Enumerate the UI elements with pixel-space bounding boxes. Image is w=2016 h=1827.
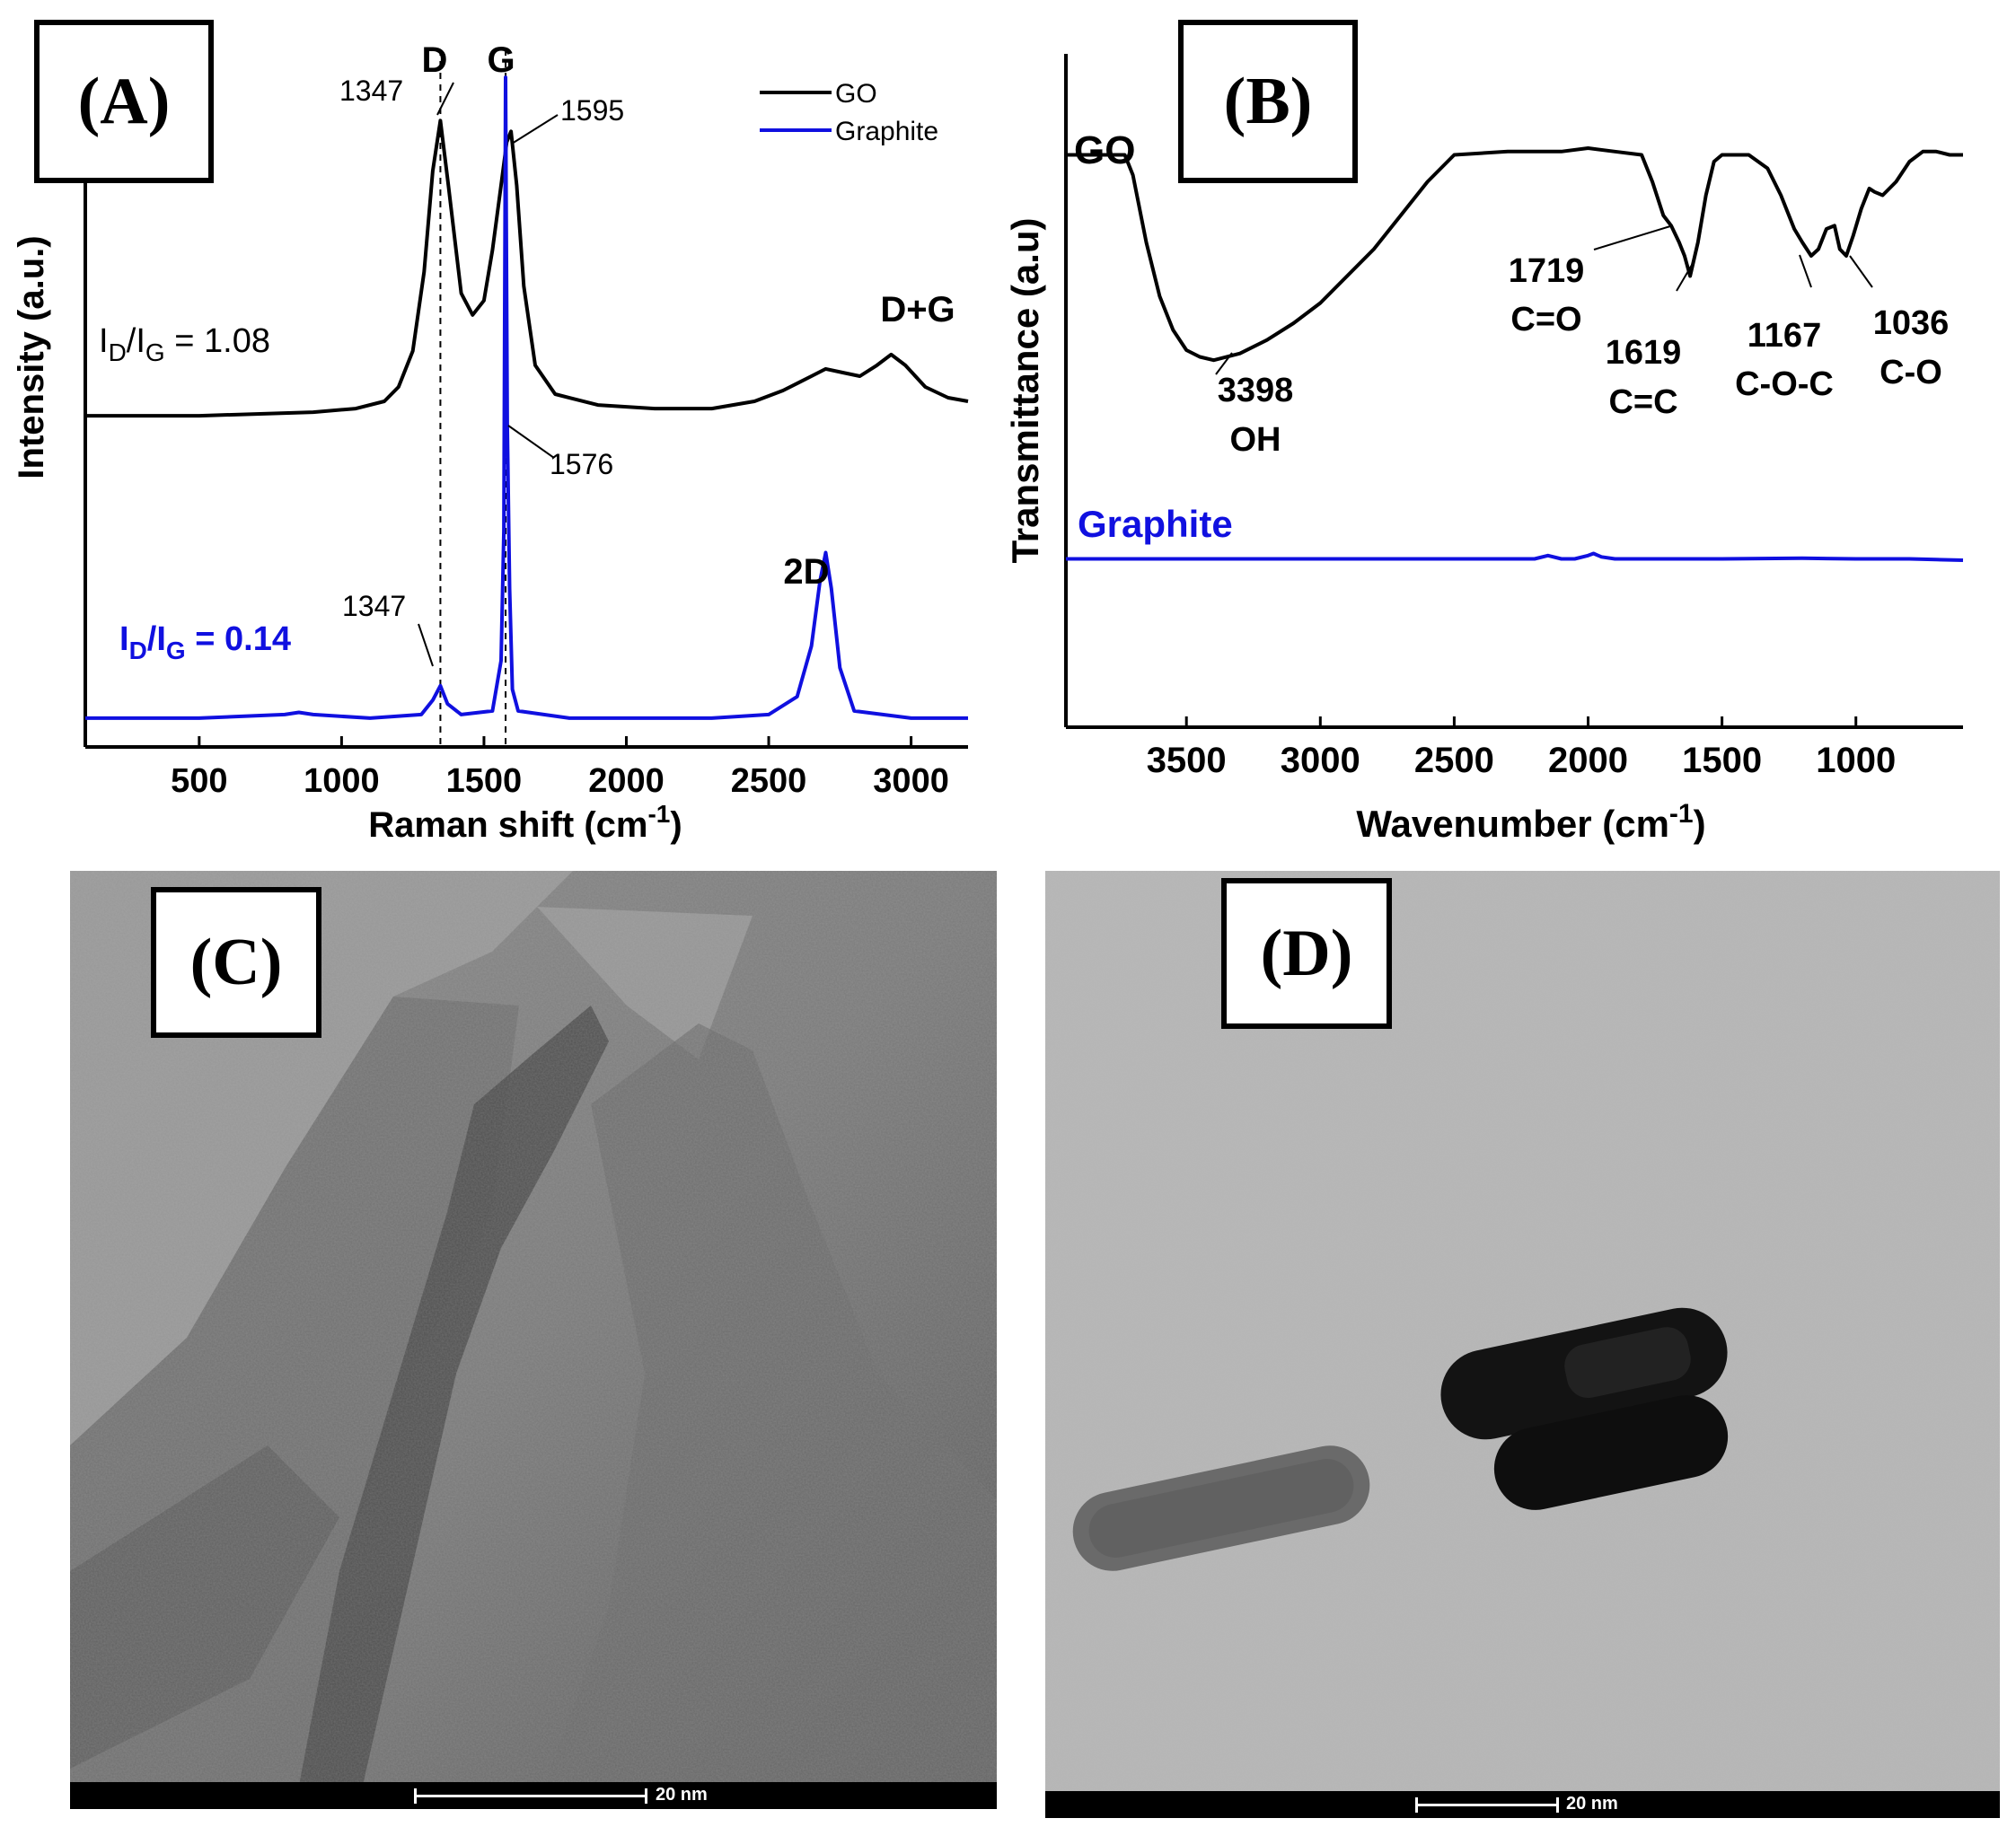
scale-bar-c: 20 nm [70,1782,997,1809]
x-tick-label: 1500 [446,762,523,800]
annotation-co-number: 1036 [1873,304,1950,342]
scale-bar-tick [645,1788,647,1804]
series-graphite-line [85,75,968,720]
x-tick-label: 3500 [1147,741,1227,780]
peak-letter-d: D [422,40,448,80]
y-axis-label: Intensity (a.u.) [12,235,51,479]
peak-letter-g: G [487,40,515,80]
x-tick-label: 2000 [588,762,665,800]
annotation-coc-name: C-O-C [1735,365,1834,403]
nanorod-1 [1072,1445,1370,1571]
scale-bar-tick [1556,1797,1559,1813]
x-tick-label: 1000 [304,762,380,800]
x-tick-label: 500 [171,762,227,800]
x-axis-label: Wavenumber (cm-1) [1356,799,1705,845]
panel-c-label: (C) [151,887,321,1038]
annotation-d-plus-g: D+G [880,290,955,329]
scale-bar-line [414,1795,647,1797]
annotation-graphite-d: 1347 [342,590,406,622]
annotation-cc-name: C=C [1608,383,1677,421]
scale-bar-label: 20 nm [656,1785,708,1805]
x-axis-label: Raman shift (cm-1) [368,800,682,845]
x-tick-label: 1500 [1682,741,1762,780]
raman-chart: 500 1000 1500 2000 2500 3000 D G 1347 1595 15… [12,27,969,845]
panel-d-tem-image: (D) 20 nm [1045,871,2000,1818]
x-tick-label: 1000 [1816,741,1896,780]
x-tick-label: 2500 [731,762,807,800]
nanorod-2 [1440,1307,1728,1440]
panel-b-label: (B) [1178,20,1358,183]
ratio-go: ID/IG = 1.08 [99,322,270,366]
panel-a-raman: 500 1000 1500 2000 2500 3000 D G 1347 1595 15… [0,0,997,862]
annotation-go-d: 1347 [339,75,403,107]
panel-a-label: (A) [34,20,214,183]
annotation-cc-number: 1619 [1606,334,1682,372]
scale-bar-line [1415,1804,1559,1806]
nanorod-3 [1493,1395,1729,1510]
annotation-2d: 2D [783,552,829,592]
annotation-co-double-number: 1719 [1509,252,1585,290]
y-axis-label: Transmittance (a.u) [1004,217,1046,563]
scale-bar-tick [414,1788,417,1804]
tem-d-micrograph [1045,871,2000,1818]
series-go-line [85,119,969,418]
x-tick-label: 2000 [1548,741,1628,780]
series-graphite-line [1066,551,1964,562]
legend-label-go: GO [835,79,877,109]
annotation-oh-number: 3398 [1218,372,1294,409]
series-go-line [1066,146,1963,363]
scale-bar-d: 20 nm [1045,1791,2000,1818]
panel-c-tem-image: (C) 20 nm [70,871,997,1809]
annotation-co-name: C-O [1880,354,1942,391]
annotation-graphite-g: 1576 [550,448,613,480]
x-tick-label: 3000 [873,762,949,800]
series-label-graphite: Graphite [1078,503,1233,545]
legend-label-graphite: Graphite [835,117,938,146]
annotation-oh-name: OH [1230,421,1281,459]
annotation-go-g: 1595 [560,94,624,127]
scale-bar-tick [1415,1797,1418,1813]
ratio-graphite: ID/IG = 0.14 [119,620,291,664]
x-tick-label: 3000 [1281,741,1360,780]
ftir-chart: 3500 3000 2500 2000 1500 1000 GO Graphite 339… [1004,54,1964,845]
annotation-co-double-name: C=O [1510,301,1581,338]
tem-c-micrograph [70,871,997,1809]
scale-bar-label: 20 nm [1566,1794,1618,1814]
x-tick-label: 2500 [1414,741,1494,780]
panel-d-label: (D) [1221,878,1392,1029]
annotation-coc-number: 1167 [1747,317,1821,355]
panel-b-ftir: 3500 3000 2500 2000 1500 1000 GO Graphite 339… [997,0,2016,862]
series-label-go: GO [1074,128,1135,172]
